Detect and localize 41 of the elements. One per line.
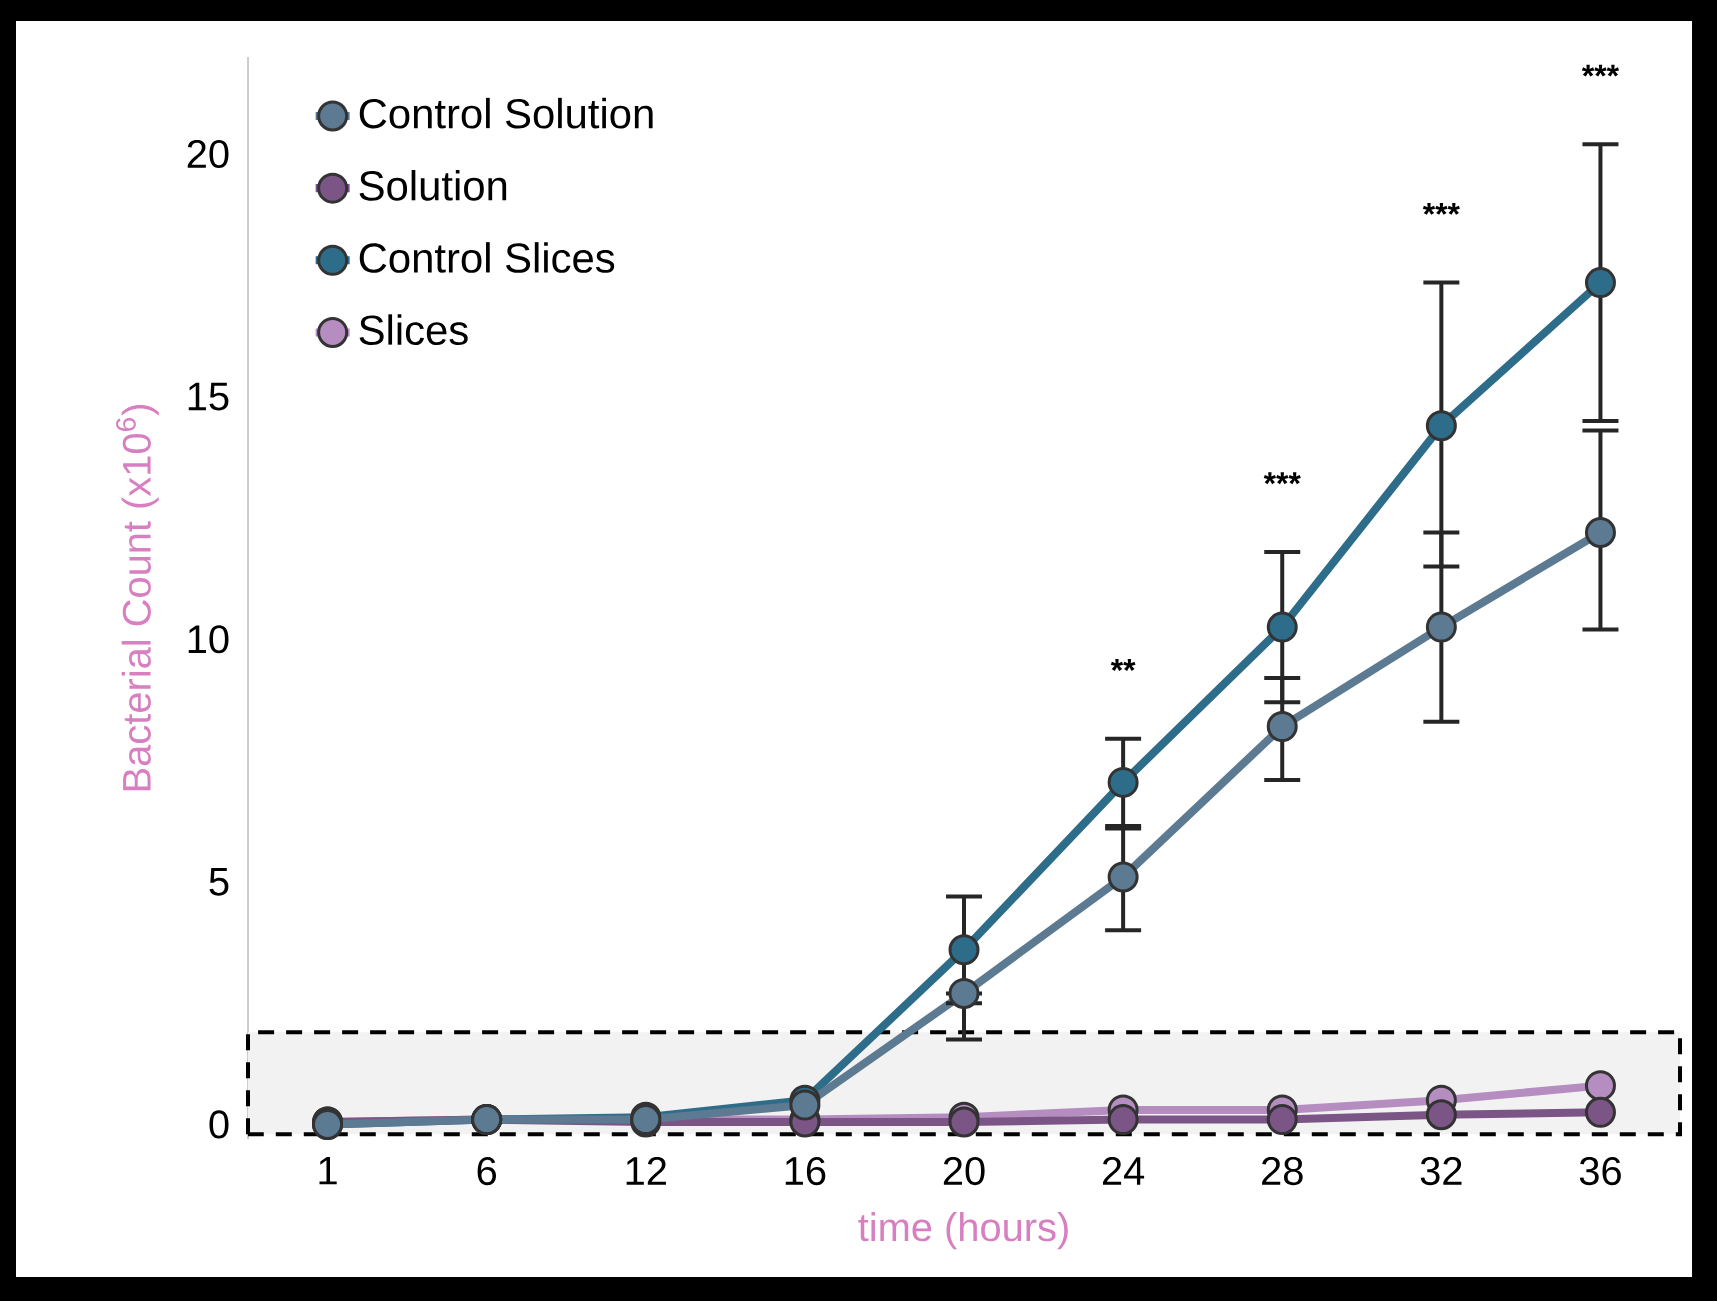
annotation: *** (1422, 202, 1460, 215)
x-tick-label: 20 (943, 1156, 985, 1186)
x-axis-title: time (hours) (858, 1212, 1068, 1250)
point (948, 977, 980, 1009)
point (1425, 410, 1457, 442)
x-tick-label: 6 (477, 1156, 496, 1186)
y-tick-label: 5 (209, 867, 229, 896)
point (1107, 861, 1139, 893)
point (1425, 1099, 1457, 1131)
point (1266, 611, 1298, 643)
x-tick-label: 36 (1579, 1156, 1621, 1186)
x-tick-label: 24 (1102, 1156, 1145, 1185)
y-tick-label: 20 (187, 139, 229, 169)
point (1425, 611, 1457, 643)
point (1107, 766, 1139, 798)
x-tick-label: 28 (1262, 1156, 1303, 1186)
x-tick-label: 1 (319, 1156, 337, 1185)
legend-label: Slices (359, 314, 468, 346)
y-axis-title: Bacterial Count (x10$^{6}$) (116, 405, 159, 791)
point (789, 1089, 821, 1121)
point (1584, 267, 1616, 299)
legend-label: Solution (359, 169, 507, 201)
annotation: *** (1581, 64, 1620, 77)
y-tick-label: 0 (209, 1110, 229, 1139)
point (1584, 1096, 1616, 1128)
annotation: *** (1263, 472, 1301, 485)
x-tick-label: 32 (1420, 1156, 1462, 1186)
point (948, 1106, 980, 1138)
x-tick-label: 12 (626, 1156, 666, 1185)
point (1584, 1070, 1616, 1102)
point (1266, 711, 1298, 743)
point (1584, 516, 1616, 548)
x-tick-label: 16 (785, 1156, 826, 1186)
point (1107, 1104, 1139, 1136)
point (948, 934, 980, 966)
y-tick-label: 10 (188, 625, 229, 654)
point (1266, 1104, 1298, 1136)
legend-label: Control Solution (359, 97, 653, 129)
annotation: ** (1110, 659, 1136, 671)
y-tick-label: 15 (188, 382, 229, 411)
legend-label: Control Slices (359, 242, 615, 273)
